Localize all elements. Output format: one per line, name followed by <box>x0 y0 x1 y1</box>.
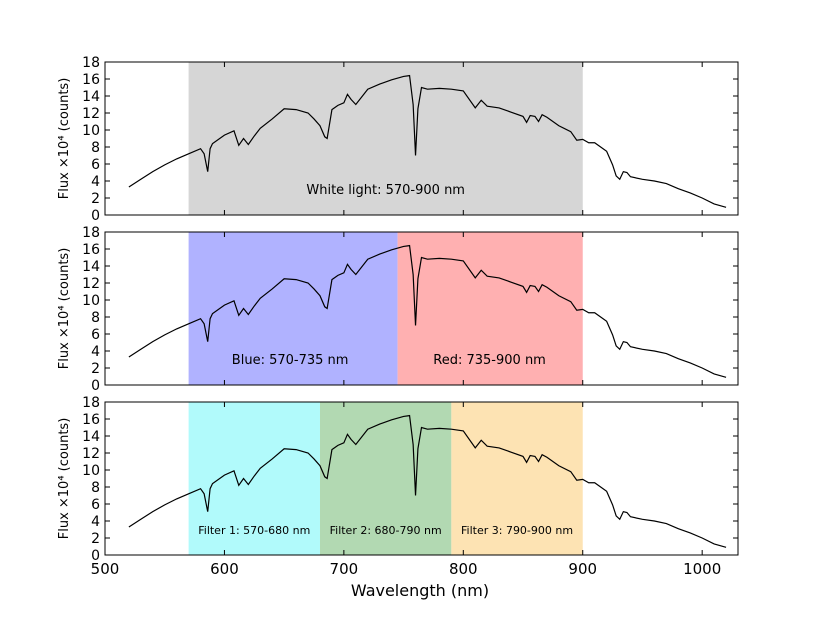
ytick-label-2-7: 14 <box>82 259 100 275</box>
ytick-label-3-2: 4 <box>91 514 100 530</box>
band-2-2 <box>397 232 583 385</box>
xtick-label-4: 900 <box>568 560 597 578</box>
ytick-label-2-0: 0 <box>91 378 100 394</box>
band-label-3-3: Filter 3: 790-900 nm <box>461 524 573 537</box>
ytick-label-2-5: 10 <box>82 293 100 309</box>
ytick-label-1-5: 10 <box>82 123 100 139</box>
y-axis-label-2: Flux ×10⁴ (counts) <box>57 248 72 370</box>
ytick-label-3-6: 12 <box>82 446 100 462</box>
ytick-label-2-9: 18 <box>82 225 100 241</box>
axis-frame-1 <box>104 61 739 216</box>
ytick-label-1-0: 0 <box>91 208 100 224</box>
spectrum-line-2 <box>128 244 727 378</box>
band-1-1 <box>188 62 583 215</box>
ytick-label-2-1: 2 <box>91 361 100 377</box>
ytick-label-3-3: 6 <box>91 497 100 513</box>
spectrum-line-1 <box>128 74 727 208</box>
ytick-label-1-7: 14 <box>82 89 100 105</box>
y-axis-label-3: Flux ×10⁴ (counts) <box>57 418 72 540</box>
ytick-label-1-1: 2 <box>91 191 100 207</box>
ytick-label-3-4: 8 <box>91 480 100 496</box>
ytick-label-1-2: 4 <box>91 174 100 190</box>
ytick-label-3-8: 16 <box>82 412 100 428</box>
xtick-label-1: 600 <box>210 560 239 578</box>
ytick-label-3-7: 14 <box>82 429 100 445</box>
ytick-label-2-2: 4 <box>91 344 100 360</box>
band-label-3-1: Filter 1: 570-680 nm <box>198 524 310 537</box>
ytick-label-1-9: 18 <box>82 55 100 71</box>
xtick-label-0: 500 <box>91 560 120 578</box>
panel-3: Filter 1: 570-680 nm Filter 2: 680-790 nm… <box>57 395 739 578</box>
axis-frame-3 <box>104 401 739 556</box>
xtick-label-3: 800 <box>449 560 478 578</box>
spectrum-line-3 <box>128 414 727 548</box>
xtick-label-2: 700 <box>330 560 359 578</box>
axis-frame-2 <box>104 231 739 386</box>
band-3-3 <box>451 402 583 555</box>
band-label-1-1: White light: 570-900 nm <box>306 183 465 198</box>
panels-group: White light: 570-900 nm024681012141618Fl… <box>57 55 739 578</box>
band-3-1 <box>188 402 320 555</box>
ytick-label-3-5: 10 <box>82 463 100 479</box>
ytick-label-3-9: 18 <box>82 395 100 411</box>
ytick-label-1-6: 12 <box>82 106 100 122</box>
ytick-label-2-3: 6 <box>91 327 100 343</box>
band-2-1 <box>188 232 398 385</box>
band-3-2 <box>319 402 452 555</box>
ytick-label-1-8: 16 <box>82 72 100 88</box>
ytick-label-1-4: 8 <box>91 140 100 156</box>
y-axis-label-1: Flux ×10⁴ (counts) <box>57 78 72 200</box>
xtick-label-5: 1000 <box>683 560 721 578</box>
band-label-3-2: Filter 2: 680-790 nm <box>330 524 442 537</box>
ytick-label-1-3: 6 <box>91 157 100 173</box>
band-label-2-1: Blue: 570-735 nm <box>232 353 349 368</box>
ytick-label-2-4: 8 <box>91 310 100 326</box>
panel-2: Blue: 570-735 nm Red: 735-900 nm 024681012… <box>57 225 739 394</box>
band-label-2-2: Red: 735-900 nm <box>433 353 546 368</box>
ytick-label-3-1: 2 <box>91 531 100 547</box>
x-axis-label: Wavelength (nm) <box>351 581 489 600</box>
ytick-label-3-0: 0 <box>91 548 100 564</box>
ytick-label-2-6: 12 <box>82 276 100 292</box>
ytick-label-2-8: 16 <box>82 242 100 258</box>
